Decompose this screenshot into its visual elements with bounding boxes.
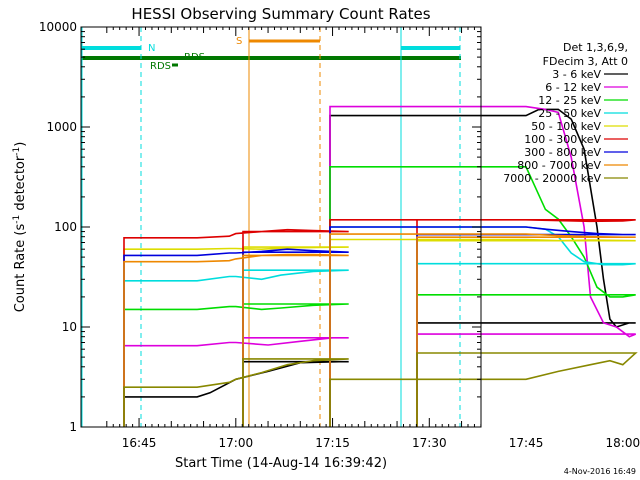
y-label-mid: detector <box>13 155 28 215</box>
series-line <box>123 360 349 427</box>
legend-entry: 6 - 12 keV <box>545 81 601 94</box>
series-line <box>329 233 636 427</box>
x-tick-label: 18:00 <box>606 436 640 450</box>
observing-flags: N S RDS RDS <box>81 36 461 72</box>
legend-entry: 25 - 50 keV <box>538 107 601 120</box>
series-8 <box>123 352 638 427</box>
flag-label-rds-b: RDS <box>184 52 205 63</box>
series-7 <box>123 233 636 427</box>
series-line <box>329 226 636 427</box>
legend-entry: 7000 - 20000 keV <box>503 172 601 185</box>
series-5 <box>123 219 636 427</box>
series-line <box>123 358 349 427</box>
y-axis-label: Count Rate (s-1 detector-1) <box>12 142 28 313</box>
series-line <box>329 166 636 427</box>
series-line <box>329 226 636 427</box>
legend-header-2: FDecim 3, Att 0 <box>543 55 628 68</box>
x-tick-label: 17:15 <box>315 436 350 450</box>
legend-entry: 50 - 100 keV <box>531 120 601 133</box>
x-tick-label: 17:00 <box>219 436 254 450</box>
legend-header-1: Det 1,3,6,9, <box>563 41 628 54</box>
y-tick-label: 10 <box>62 320 77 334</box>
series-3 <box>123 226 636 427</box>
series-line <box>123 246 349 427</box>
flag-label-rds-a: RDS <box>150 61 171 72</box>
series-line <box>123 303 349 427</box>
flag-label-n: N <box>148 43 155 54</box>
legend-entry: 100 - 300 keV <box>524 133 601 146</box>
timestamp: 4-Nov-2016 16:49 <box>564 467 636 476</box>
series-6 <box>123 226 636 427</box>
series-line <box>329 238 636 427</box>
series-line <box>123 337 349 427</box>
series-line <box>123 228 349 427</box>
y-axis: 1 10 100 1000 10000 <box>39 20 481 434</box>
series-2 <box>123 166 636 427</box>
series-line <box>123 248 349 427</box>
y-label-sup2: -1 <box>12 147 22 156</box>
legend-entry: 800 - 7000 keV <box>517 159 601 172</box>
series-line <box>123 269 349 427</box>
x-axis-label: Start Time (14-Aug-14 16:39:42) <box>175 456 387 471</box>
y-tick-label: 100 <box>54 220 77 234</box>
legend-entry: 12 - 25 keV <box>538 94 601 107</box>
x-tick-label: 16:45 <box>122 436 157 450</box>
series-line <box>329 219 636 427</box>
y-label-main: Count Rate (s <box>13 224 28 313</box>
legend-entry: 3 - 6 keV <box>552 68 601 81</box>
flag-label-s: S <box>236 36 242 47</box>
x-tick-label: 17:45 <box>509 436 544 450</box>
y-tick-label: 10000 <box>39 20 77 34</box>
legend: Det 1,3,6,9, FDecim 3, Att 0 3 - 6 keV6 … <box>503 41 628 185</box>
series-line <box>123 253 349 427</box>
legend-entry: 300 - 800 keV <box>524 146 601 159</box>
y-label-sup1: -1 <box>12 215 22 224</box>
y-label-end: ) <box>13 142 28 147</box>
series-4 <box>123 238 636 427</box>
series-line <box>329 352 638 427</box>
y-tick-label: 1 <box>69 420 77 434</box>
chart-title: HESSI Observing Summary Count Rates <box>131 5 430 23</box>
x-tick-label: 17:30 <box>412 436 447 450</box>
y-tick-label: 1000 <box>46 120 77 134</box>
series-layer <box>123 105 638 427</box>
series-line <box>329 108 636 427</box>
